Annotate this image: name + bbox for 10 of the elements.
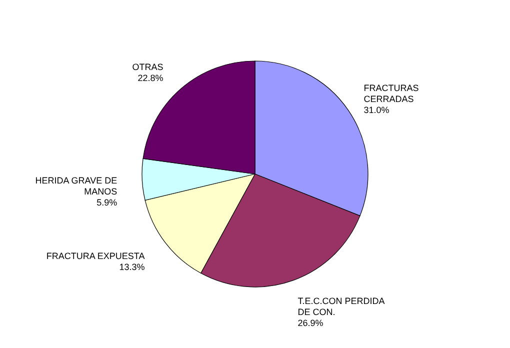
data-label: 5.9% [96, 198, 118, 208]
slice-label: FRACTURA EXPUESTA [46, 250, 145, 261]
slice-label: HERIDA GRAVE DE MANOS [35, 176, 118, 197]
slice-label: T.E.C.CON PERDIDA DE CON. [298, 296, 385, 318]
slice-label: FRACTURAS CERRADAS [364, 83, 419, 104]
data-label: 31.0% [364, 105, 390, 116]
data-label: 26.9% [298, 318, 324, 328]
slice-label: OTRAS [132, 62, 164, 72]
data-label: 22.8% [138, 73, 164, 84]
data-label: 13.3% [119, 262, 145, 272]
